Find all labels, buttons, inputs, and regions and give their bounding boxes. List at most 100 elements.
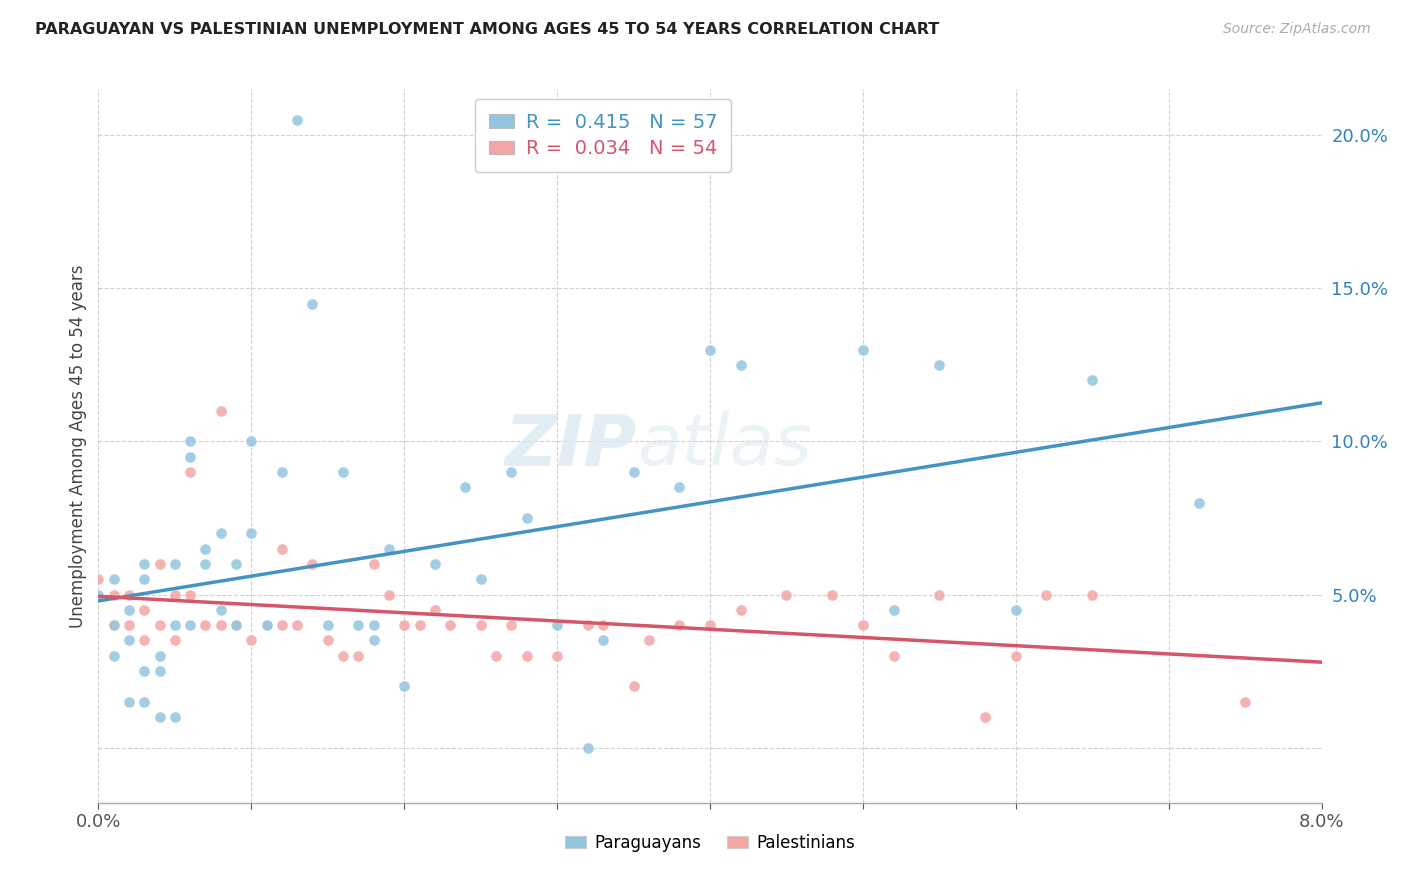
Point xyxy=(546,618,568,632)
Point xyxy=(623,680,645,694)
Point xyxy=(516,511,538,525)
Point xyxy=(301,296,323,310)
Point xyxy=(883,603,905,617)
Point xyxy=(1081,588,1104,602)
Point xyxy=(363,557,385,571)
Point xyxy=(347,648,370,663)
Text: ZIP: ZIP xyxy=(505,411,637,481)
Point xyxy=(179,618,201,632)
Point xyxy=(592,633,614,648)
Point xyxy=(730,358,752,372)
Point xyxy=(699,618,721,632)
Point xyxy=(149,618,172,632)
Point xyxy=(423,603,446,617)
Point xyxy=(454,480,477,494)
Point xyxy=(470,618,492,632)
Point xyxy=(103,648,125,663)
Point xyxy=(209,526,232,541)
Point xyxy=(576,618,599,632)
Point xyxy=(730,603,752,617)
Point xyxy=(270,541,294,556)
Point xyxy=(149,664,172,678)
Point xyxy=(87,572,110,586)
Point xyxy=(347,618,370,632)
Point xyxy=(285,618,308,632)
Point xyxy=(699,343,721,357)
Point xyxy=(974,710,997,724)
Point xyxy=(928,358,950,372)
Point xyxy=(332,465,354,479)
Point xyxy=(378,588,401,602)
Point xyxy=(470,572,492,586)
Point xyxy=(270,618,294,632)
Point xyxy=(103,572,125,586)
Point xyxy=(179,465,201,479)
Point xyxy=(821,588,844,602)
Point xyxy=(1004,648,1026,663)
Point xyxy=(592,618,614,632)
Point xyxy=(163,588,186,602)
Point xyxy=(163,633,186,648)
Point xyxy=(194,618,217,632)
Point xyxy=(103,588,125,602)
Text: PARAGUAYAN VS PALESTINIAN UNEMPLOYMENT AMONG AGES 45 TO 54 YEARS CORRELATION CHA: PARAGUAYAN VS PALESTINIAN UNEMPLOYMENT A… xyxy=(35,22,939,37)
Point xyxy=(1035,588,1057,602)
Point xyxy=(301,557,323,571)
Point xyxy=(163,618,186,632)
Point xyxy=(928,588,950,602)
Point xyxy=(225,557,247,571)
Point xyxy=(501,618,523,632)
Point xyxy=(163,710,186,724)
Point xyxy=(179,434,201,449)
Point xyxy=(392,618,416,632)
Point xyxy=(546,648,568,663)
Point xyxy=(118,588,141,602)
Point xyxy=(179,450,201,464)
Text: Source: ZipAtlas.com: Source: ZipAtlas.com xyxy=(1223,22,1371,37)
Point xyxy=(240,526,263,541)
Point xyxy=(285,112,308,127)
Point xyxy=(134,572,156,586)
Point xyxy=(134,603,156,617)
Point xyxy=(149,557,172,571)
Point xyxy=(179,588,201,602)
Point xyxy=(668,618,690,632)
Point xyxy=(256,618,278,632)
Point xyxy=(225,618,247,632)
Point xyxy=(852,618,875,632)
Point xyxy=(408,618,430,632)
Point xyxy=(516,648,538,663)
Point xyxy=(134,557,156,571)
Point xyxy=(363,618,385,632)
Y-axis label: Unemployment Among Ages 45 to 54 years: Unemployment Among Ages 45 to 54 years xyxy=(69,264,87,628)
Point xyxy=(209,603,232,617)
Point xyxy=(209,404,232,418)
Point xyxy=(668,480,690,494)
Point xyxy=(149,648,172,663)
Point xyxy=(240,434,263,449)
Point xyxy=(576,740,599,755)
Point xyxy=(134,664,156,678)
Point xyxy=(316,618,339,632)
Point xyxy=(118,618,141,632)
Point xyxy=(1234,695,1257,709)
Point xyxy=(1081,373,1104,387)
Point xyxy=(209,618,232,632)
Point xyxy=(163,557,186,571)
Point xyxy=(852,343,875,357)
Point xyxy=(637,633,661,648)
Point xyxy=(194,557,217,571)
Point xyxy=(256,618,278,632)
Point xyxy=(103,618,125,632)
Point xyxy=(194,541,217,556)
Point xyxy=(883,648,905,663)
Point xyxy=(363,633,385,648)
Point xyxy=(134,633,156,648)
Point xyxy=(392,680,416,694)
Point xyxy=(87,588,110,602)
Point xyxy=(623,465,645,479)
Point xyxy=(775,588,797,602)
Point xyxy=(134,695,156,709)
Point xyxy=(423,557,446,571)
Point xyxy=(332,648,354,663)
